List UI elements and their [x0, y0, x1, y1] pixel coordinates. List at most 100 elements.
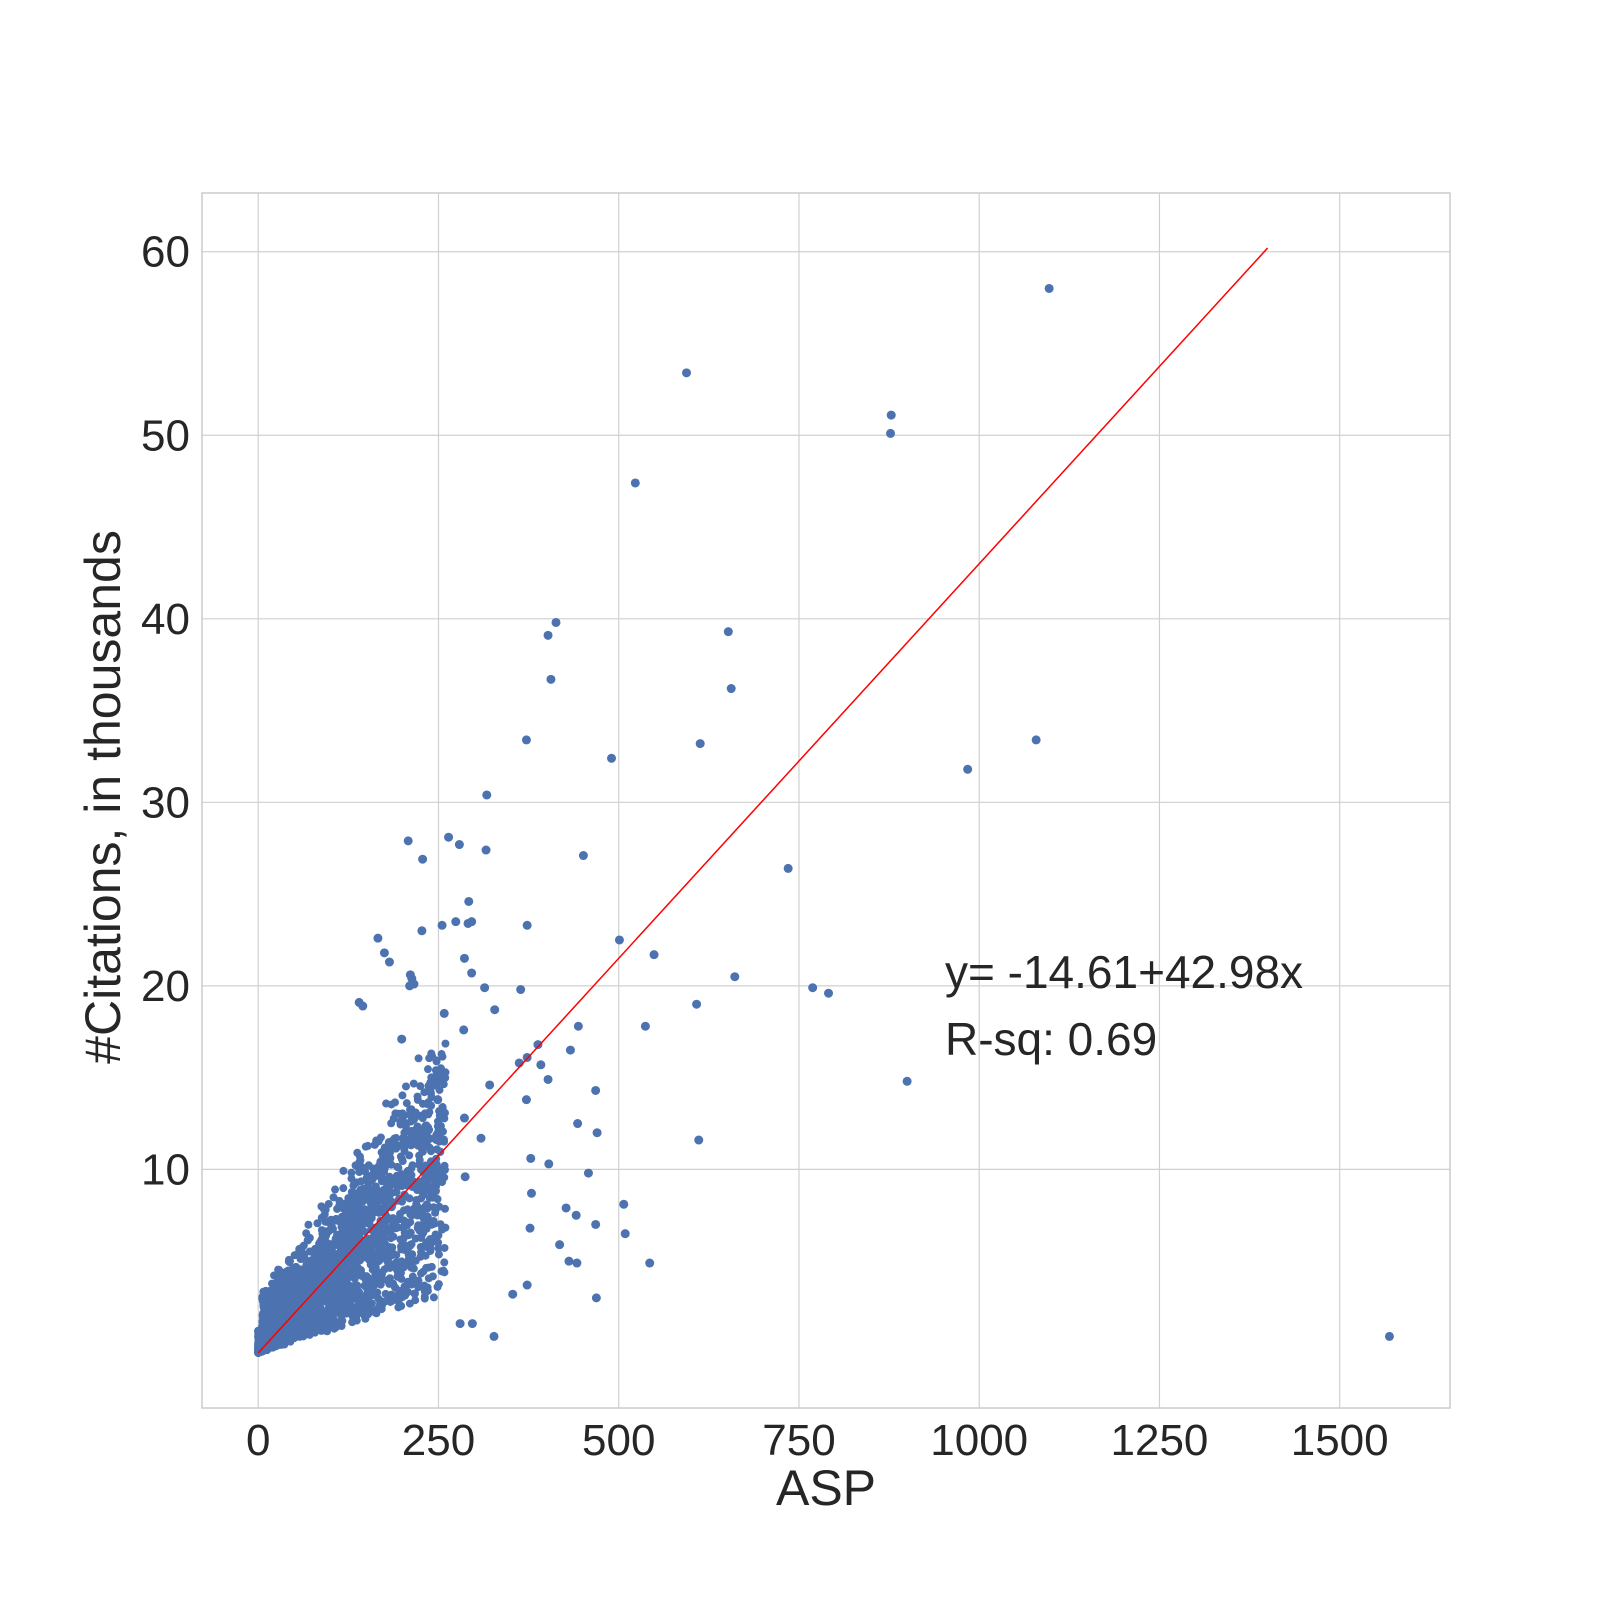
cluster-point [434, 1164, 443, 1173]
cluster-point [383, 1246, 392, 1255]
data-point [379, 948, 389, 958]
data-point [526, 1153, 536, 1163]
data-point [695, 739, 705, 749]
cluster-point [407, 1263, 416, 1272]
cluster-point [408, 1272, 417, 1281]
cluster-point [406, 1218, 415, 1227]
cluster-point [405, 1127, 414, 1136]
data-point [358, 1001, 368, 1011]
cluster-point [435, 1085, 444, 1094]
cluster-point [332, 1295, 341, 1304]
x-tick-label: 1000 [930, 1416, 1028, 1465]
data-point [525, 1223, 535, 1233]
data-point [640, 1021, 650, 1031]
data-point [508, 1289, 518, 1299]
cluster-point [355, 1231, 364, 1240]
cluster-point [438, 1127, 447, 1136]
cluster-point [397, 1274, 406, 1283]
cluster-point [413, 1095, 422, 1104]
cluster-point [391, 1292, 400, 1301]
cluster-point [391, 1098, 400, 1107]
cluster-point [437, 1113, 446, 1122]
cluster-point [347, 1311, 356, 1320]
cluster-point [418, 1212, 427, 1221]
cluster-point [285, 1258, 294, 1267]
cluster-point [385, 1146, 394, 1155]
cluster-point [322, 1217, 331, 1226]
cluster-point [281, 1305, 290, 1314]
cluster-point [376, 1216, 385, 1225]
x-tick-labels: 0 250 500 750 1000 1250 1500 [246, 1416, 1389, 1465]
cluster-point [272, 1330, 281, 1339]
data-point [433, 1095, 443, 1105]
data-point [482, 790, 492, 800]
data-point [592, 1128, 602, 1138]
cluster-point [419, 1189, 428, 1198]
cluster-point [357, 1270, 366, 1279]
data-point [455, 1319, 465, 1329]
data-point [459, 1025, 469, 1035]
cluster-point [347, 1174, 356, 1183]
y-axis-label: #Citations, in thousands [75, 530, 131, 1064]
cluster-point [347, 1302, 356, 1311]
cluster-point [349, 1181, 358, 1190]
cluster-point [406, 1117, 415, 1126]
data-point [614, 935, 624, 945]
data-point [384, 957, 394, 967]
data-point [543, 1074, 553, 1084]
data-point [783, 863, 793, 873]
grid-lines [202, 193, 1450, 1408]
cluster-point [425, 1165, 434, 1174]
data-point [467, 1319, 477, 1329]
cluster-point [348, 1318, 357, 1327]
data-point [572, 1258, 582, 1268]
cluster-point [342, 1283, 351, 1292]
data-point [591, 1293, 601, 1303]
cluster-point [363, 1141, 372, 1150]
data-point [573, 1021, 583, 1031]
data-point [1044, 283, 1054, 293]
cluster-point [331, 1234, 340, 1243]
cluster-point [360, 1281, 369, 1290]
cluster-point [331, 1323, 340, 1332]
cluster-point [416, 1082, 425, 1091]
cluster-point [416, 1233, 425, 1242]
cluster-point [313, 1325, 322, 1334]
data-point [1031, 735, 1041, 745]
cluster-point [305, 1306, 314, 1315]
cluster-point [326, 1287, 335, 1296]
cluster-point [379, 1231, 388, 1240]
data-point [522, 1280, 532, 1290]
cluster-point [349, 1289, 358, 1298]
data-point [692, 999, 702, 1009]
cluster-point [406, 1210, 415, 1219]
cluster-point [410, 1289, 419, 1298]
plot-frame [201, 192, 1451, 1409]
r-squared-annotation: R-sq: 0.69 [945, 1013, 1157, 1065]
cluster-point [416, 1132, 425, 1141]
cluster-point [355, 1152, 364, 1161]
cluster-point [255, 1326, 264, 1335]
cluster-point [312, 1275, 321, 1284]
cluster-point [346, 1240, 355, 1249]
data-point [619, 1199, 629, 1209]
cluster-point [303, 1236, 312, 1245]
cluster-point [336, 1218, 345, 1227]
cluster-point [339, 1166, 348, 1175]
cluster-point [350, 1274, 359, 1283]
cluster-point [331, 1280, 340, 1289]
cluster-point [405, 1180, 414, 1189]
data-point [578, 851, 588, 861]
data-point [460, 1172, 470, 1182]
cluster-point [384, 1138, 393, 1147]
cluster-point [337, 1304, 346, 1313]
cluster-point [312, 1299, 321, 1308]
cluster-point [313, 1219, 322, 1228]
cluster-point [413, 1186, 422, 1195]
cluster-point [264, 1332, 273, 1341]
data-point [464, 896, 474, 906]
y-tick-label: 40 [141, 595, 190, 644]
cluster-point [286, 1273, 295, 1282]
cluster-point [356, 1189, 365, 1198]
